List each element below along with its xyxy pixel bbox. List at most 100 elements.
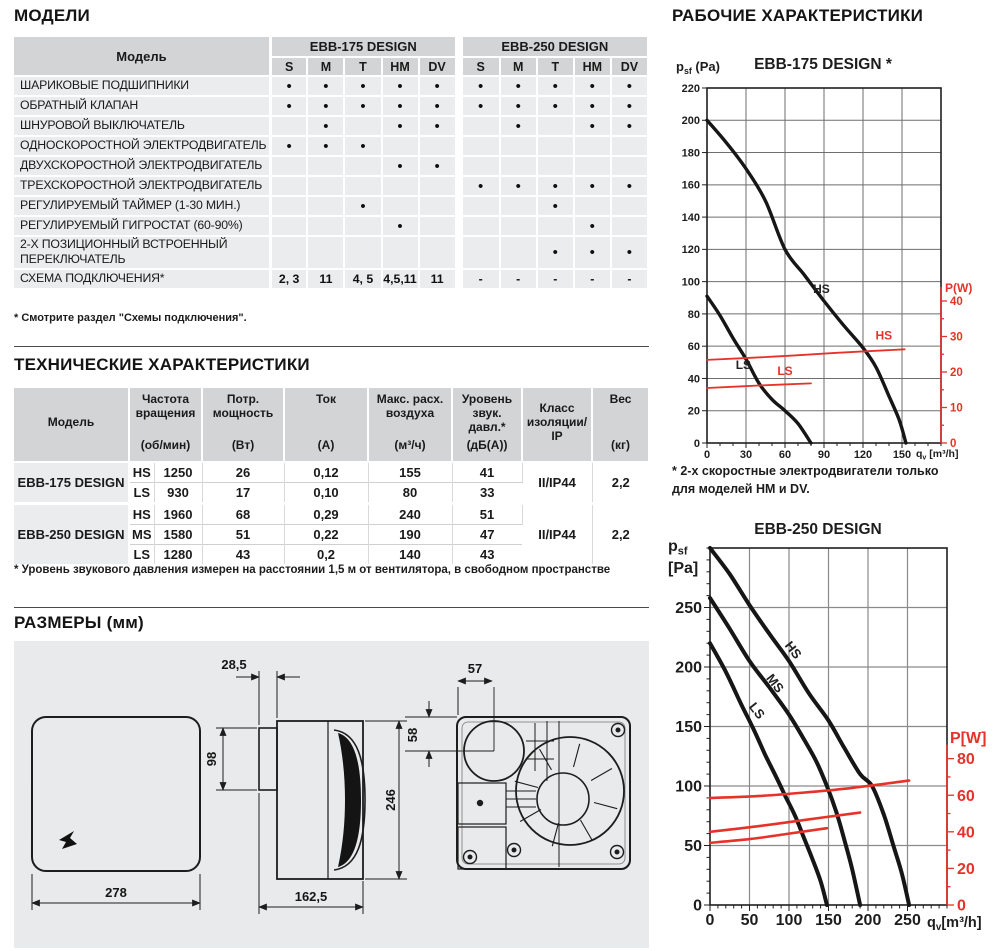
- curve-power-HS: [706, 348, 906, 361]
- table-cell: [462, 196, 501, 217]
- svg-text:180: 180: [682, 147, 700, 159]
- dimensions-section-title: РАЗМЕРЫ (мм): [14, 613, 144, 632]
- table-cell: [499, 236, 538, 270]
- table-cell: DV: [418, 57, 457, 77]
- table-cell: 0,10: [284, 482, 369, 504]
- table-row: СХЕМА ПОДКЛЮЧЕНИЯ* 2, 3 11 4, 5 4,5,11 11- - - -…: [14, 268, 650, 290]
- table-cell: 17: [202, 482, 285, 504]
- svg-text:HS: HS: [875, 329, 892, 343]
- curve-pressure-HS: [705, 118, 908, 445]
- table-cell: •: [536, 176, 575, 197]
- table-cell: 43: [452, 544, 523, 564]
- models-section-title: МОДЕЛИ: [14, 6, 90, 25]
- table-cell: 155: [368, 462, 453, 483]
- table-cell: 930: [154, 482, 203, 504]
- table-cell: [536, 216, 575, 237]
- performance-chart-ebb-250: 0 50 100 150 200 250 0 50 100 150 200 250 0 20 40 60 80 P…: [668, 521, 986, 933]
- table-cell: •: [610, 176, 650, 197]
- table-cell: •: [499, 76, 538, 97]
- table-cell: •: [381, 96, 420, 117]
- models-feature-table: Модель EBB-175 DESIGN EBB-250 DESIGN S M T HM D…: [14, 37, 650, 290]
- table-cell: [381, 176, 420, 197]
- table-cell: •: [499, 176, 538, 197]
- table-cell: ОБРАТНЫЙ КЛАПАН: [14, 96, 272, 117]
- table-row: ДВУХСКОРОСТНОЙ ЭЛЕКТРОДВИГАТЕЛЬ • •: [14, 156, 650, 177]
- table-cell: ШАРИКОВЫЕ ПОДШИПНИКИ: [14, 76, 272, 97]
- table-cell: •: [536, 236, 575, 270]
- table-cell: LS: [129, 544, 155, 564]
- table-row: LS 1280 43 0,2 140 43: [14, 544, 649, 564]
- table-cell: •: [381, 116, 420, 137]
- svg-text:140: 140: [682, 212, 700, 224]
- table-cell: •: [418, 116, 457, 137]
- table-cell: •: [462, 176, 501, 197]
- svg-text:LS: LS: [777, 364, 792, 378]
- dim-duct-offset-x: 57: [468, 661, 482, 676]
- table-cell: Модель: [14, 388, 130, 463]
- table-cell: •: [610, 96, 650, 117]
- table-cell: •: [499, 116, 538, 137]
- table-cell: ТРЕХСКОРОСТНОЙ ЭЛЕКТРОДВИГАТЕЛЬ: [14, 176, 272, 197]
- chart-footnote-line1: * 2-х скоростные электродвигатели только: [672, 464, 939, 478]
- svg-text:[Pa]: [Pa]: [668, 560, 698, 577]
- svg-text:200: 200: [855, 912, 882, 929]
- tech-section-title: ТЕХНИЧЕСКИЕ ХАРАКТЕРИСТИКИ: [14, 355, 310, 374]
- table-cell: [536, 136, 575, 157]
- table-cell: [270, 176, 309, 197]
- svg-text:psf: psf: [668, 538, 688, 558]
- table-cell: 240: [368, 502, 453, 525]
- table-cell: 26: [202, 462, 285, 483]
- dim-body-depth: 162,5: [295, 889, 328, 904]
- table-cell: [307, 196, 346, 217]
- table-cell: II/IP44: [522, 462, 593, 504]
- table-row: ШНУРОВОЙ ВЫКЛЮЧАТЕЛЬ • • • • • •: [14, 116, 650, 137]
- table-cell: HM: [381, 57, 420, 77]
- table-cell: Вес (кг): [592, 388, 651, 463]
- curve-pressure-HS: [708, 546, 912, 907]
- table-cell: •: [307, 96, 346, 117]
- table-cell: 33: [452, 482, 523, 504]
- table-cell: [536, 156, 575, 177]
- table-row: ОБРАТНЫЙ КЛАПАН • • • • • • • • • •: [14, 96, 650, 117]
- table-cell: [344, 156, 383, 177]
- table-cell: СХЕМА ПОДКЛЮЧЕНИЯ*: [14, 268, 272, 290]
- table-cell: 41: [452, 462, 523, 483]
- table-cell: [307, 156, 346, 177]
- table-cell: •: [536, 96, 575, 117]
- impeller-spokes: [514, 743, 618, 847]
- svg-text:120: 120: [854, 449, 872, 461]
- svg-text:20: 20: [688, 406, 700, 418]
- table-cell: [307, 176, 346, 197]
- table-cell: [270, 116, 309, 137]
- svg-text:0: 0: [957, 898, 966, 915]
- table-cell: •: [536, 76, 575, 97]
- table-row: ОДНОСКОРОСТНОЙ ЭЛЕКТРОДВИГАТЕЛЬ • • •: [14, 136, 650, 157]
- svg-text:0: 0: [706, 912, 715, 929]
- table-cell: HM: [573, 57, 612, 77]
- table-cell: 80: [368, 482, 453, 504]
- svg-text:30: 30: [950, 332, 963, 344]
- table-cell: 2,2: [592, 502, 650, 564]
- table-row: EBB-250 DESIGN HS 1960 68 0,29 240 51 II/IP44 2,…: [14, 502, 650, 564]
- svg-text:250: 250: [894, 912, 921, 929]
- table-cell: 0,12: [284, 462, 369, 483]
- svg-text:MS: MS: [763, 671, 787, 696]
- table-cell: •: [270, 76, 309, 97]
- table-cell: ШНУРОВОЙ ВЫКЛЮЧАТЕЛЬ: [14, 116, 272, 137]
- table-cell: 1250: [154, 462, 203, 483]
- dim-spigot-depth: 28,5: [221, 657, 246, 672]
- table-cell: [344, 116, 383, 137]
- table-cell: [499, 216, 538, 237]
- table-cell: DV: [610, 57, 650, 77]
- table-cell: Частота вращения (об/мин): [129, 388, 204, 463]
- table-cell: LS: [129, 482, 155, 504]
- table-row: ШАРИКОВЫЕ ПОДШИПНИКИ • • • • • • • • • •: [14, 76, 650, 97]
- svg-text:90: 90: [818, 449, 830, 461]
- table-cell: [381, 196, 420, 217]
- table-cell: Класс изоляции/ IP: [522, 388, 594, 463]
- table-row: S M T HM DV S M T HM DV: [14, 57, 650, 77]
- curve-pressure-LS: [708, 641, 829, 907]
- table-cell: [610, 136, 650, 157]
- table-cell: РЕГУЛИРУЕМЫЙ ГИГРОСТАТ (60-90%): [14, 216, 272, 237]
- table-cell: [610, 156, 650, 177]
